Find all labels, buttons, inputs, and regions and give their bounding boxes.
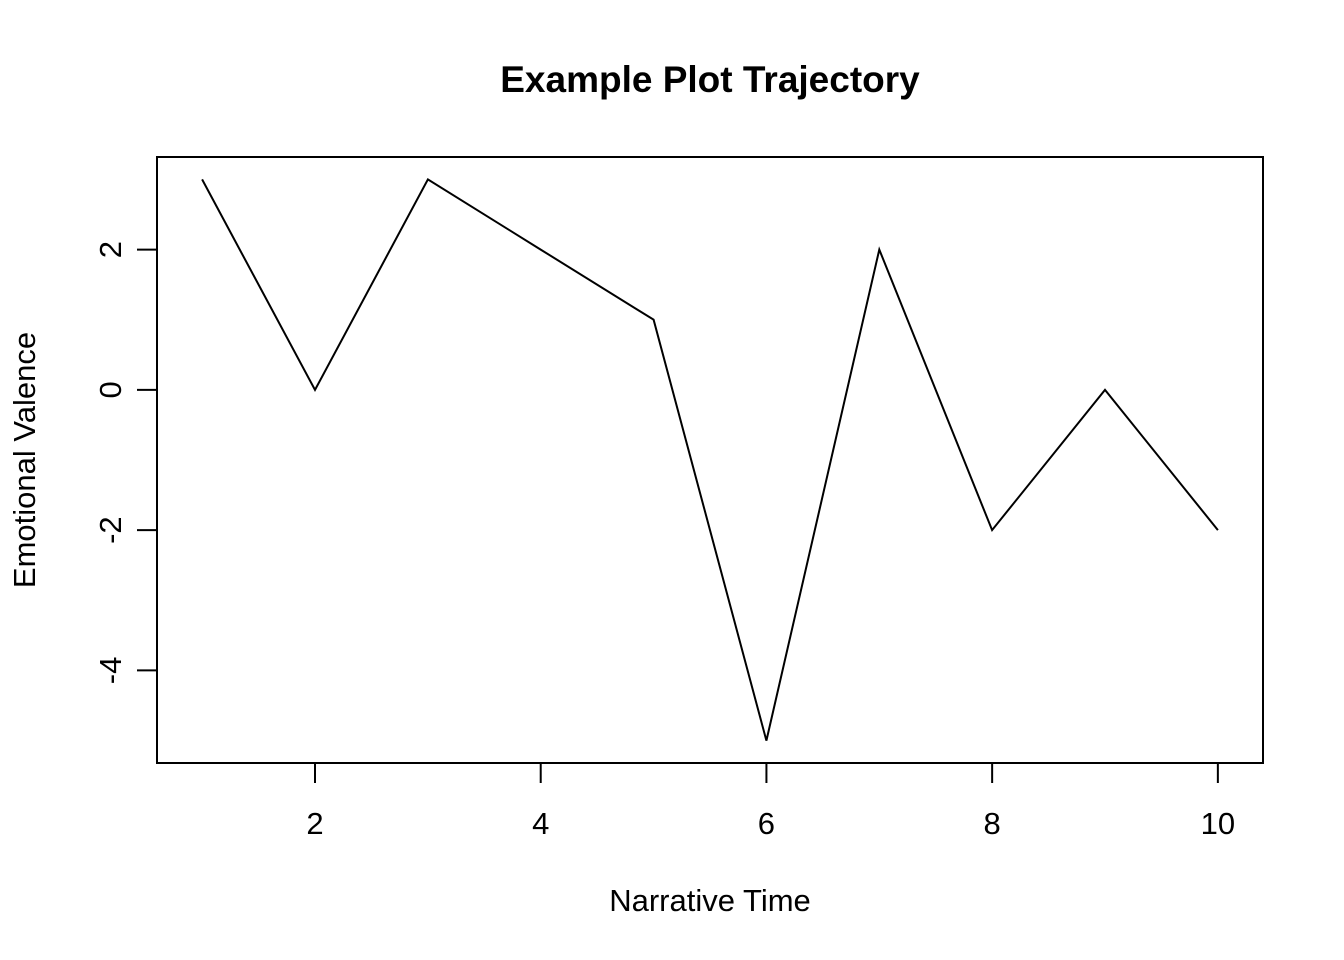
x-tick-label: 4 [532, 806, 549, 841]
x-axis-label: Narrative Time [609, 883, 811, 918]
y-tick-label: 2 [93, 241, 128, 258]
chart-title: Example Plot Trajectory [500, 59, 920, 100]
series-line [201, 177, 1219, 741]
y-tick-label: -4 [93, 657, 128, 685]
y-axis: -4 -2 0 2 [93, 241, 158, 685]
x-tick-label: 8 [984, 806, 1001, 841]
x-axis: 2 4 6 8 10 [306, 762, 1235, 841]
y-tick-label: -2 [93, 516, 128, 544]
x-tick-label: 10 [1201, 806, 1235, 841]
x-tick-label: 6 [758, 806, 775, 841]
plot-frame [156, 156, 1264, 764]
x-tick-label: 2 [306, 806, 323, 841]
y-tick-label: 0 [93, 381, 128, 398]
y-axis-label: Emotional Valence [7, 332, 42, 588]
